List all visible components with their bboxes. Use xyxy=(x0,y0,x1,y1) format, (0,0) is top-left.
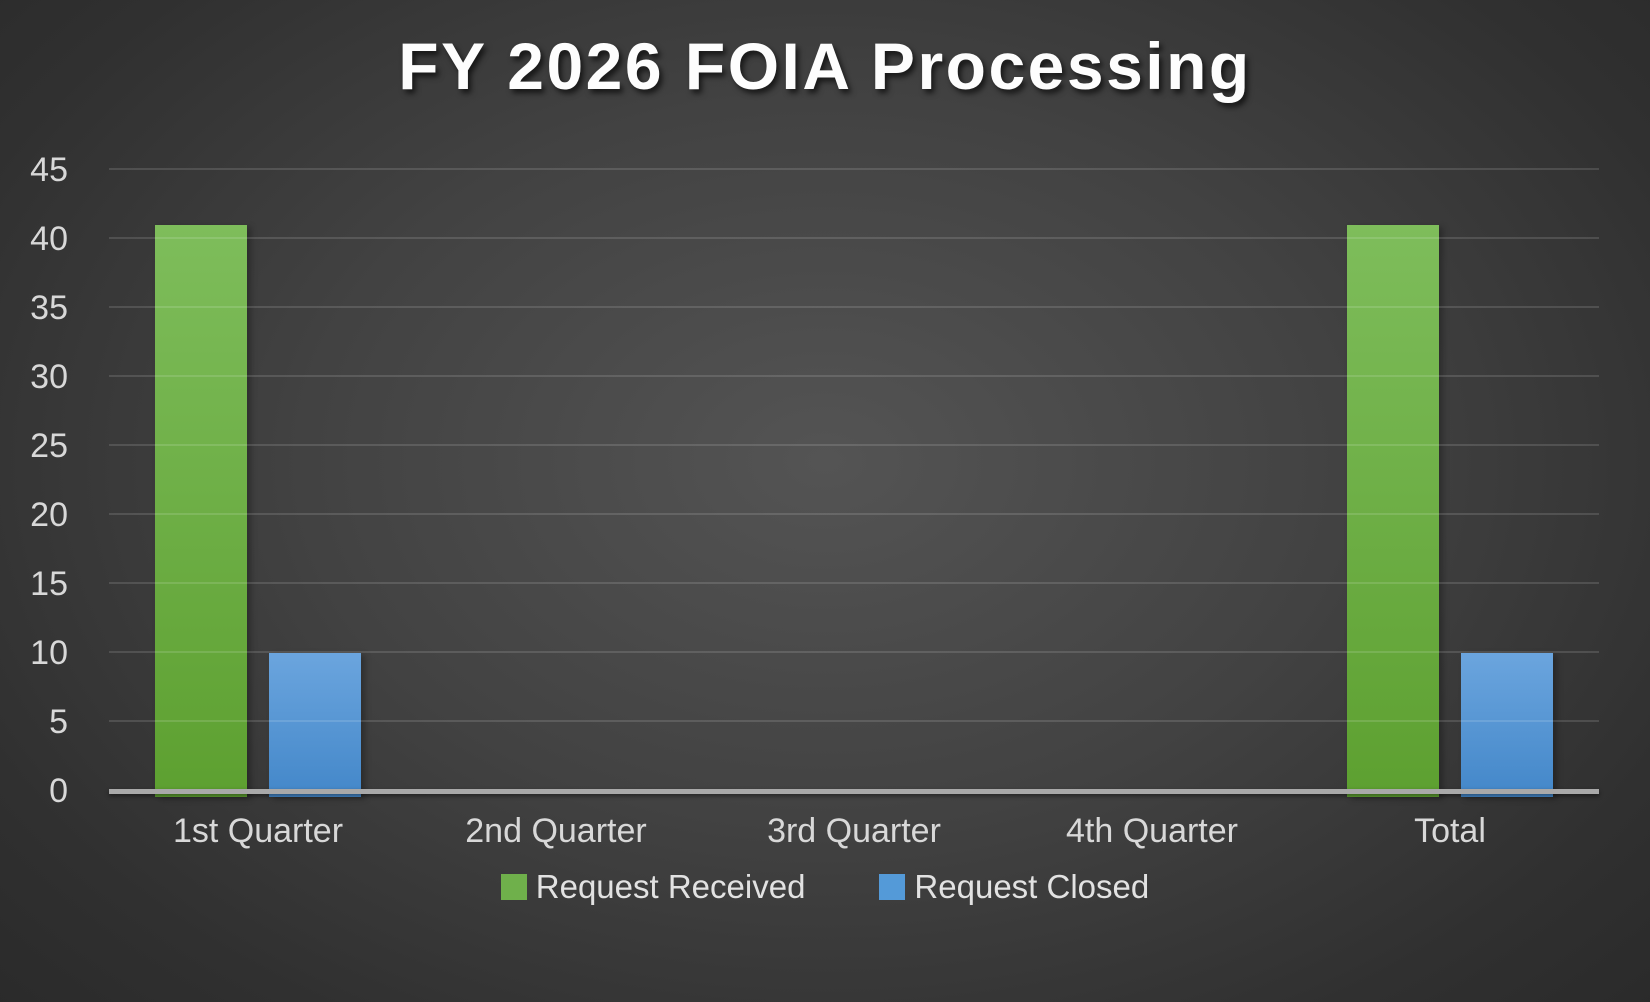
gridline xyxy=(109,582,1599,584)
legend-label: Request Closed xyxy=(914,868,1150,905)
gridline xyxy=(109,168,1599,170)
y-axis-tick-label: 15 xyxy=(30,565,68,603)
bar-group-3rd-quarter xyxy=(705,170,1003,791)
legend-label: Request Received xyxy=(535,868,806,905)
bar-request-received xyxy=(1347,225,1439,797)
x-axis-label: Total xyxy=(1414,812,1486,850)
y-axis-tick-label: 40 xyxy=(30,220,68,259)
chart-title: FY 2026 FOIA Processing xyxy=(398,29,1252,103)
legend: Request Received Request Closed xyxy=(0,868,1650,906)
y-axis-tick-label: 10 xyxy=(30,634,68,673)
y-axis-tick-label: 45 xyxy=(30,151,68,189)
x-axis-labels: 1st Quarter 2nd Quarter 3rd Quarter 4th Qua… xyxy=(109,812,1599,851)
legend-swatch xyxy=(500,874,527,900)
legend-item-request-received: Request Received xyxy=(500,868,806,906)
bar-group-1st-quarter xyxy=(109,170,407,797)
legend-item-request-closed: Request Closed xyxy=(879,868,1149,906)
gridline xyxy=(109,237,1599,240)
gridline xyxy=(109,720,1599,723)
x-axis-label: 3rd Quarter xyxy=(767,812,941,850)
y-axis-tick-label: 5 xyxy=(49,703,68,742)
gridline xyxy=(109,306,1599,308)
bar-request-closed xyxy=(1461,653,1553,797)
gridline xyxy=(109,444,1599,446)
bars-layer xyxy=(109,170,1599,797)
x-axis-line xyxy=(109,789,1599,794)
bar-request-closed xyxy=(269,653,361,797)
y-axis-tick-label: 30 xyxy=(30,358,68,396)
bar-request-received xyxy=(155,225,247,797)
x-axis-label: 2nd Quarter xyxy=(465,812,647,850)
gridline xyxy=(109,375,1599,377)
y-axis-tick-label: 20 xyxy=(30,496,68,535)
legend-swatch xyxy=(879,874,906,900)
y-axis-tick-label: 25 xyxy=(30,427,68,465)
y-axis: 0 5 10 15 20 25 30 35 40 45 xyxy=(0,153,70,808)
y-axis-tick-label: 35 xyxy=(30,289,68,327)
x-axis-label: 1st Quarter xyxy=(172,812,344,850)
bar-group-4th-quarter xyxy=(1003,170,1301,791)
gridline xyxy=(109,651,1599,654)
gridline xyxy=(109,513,1599,516)
plot-area xyxy=(109,168,1599,797)
bar-group-total xyxy=(1301,170,1599,797)
bar-group-2nd-quarter xyxy=(407,170,705,791)
y-axis-tick-label: 0 xyxy=(49,772,68,810)
x-axis-label: 4th Quarter xyxy=(1066,812,1238,850)
